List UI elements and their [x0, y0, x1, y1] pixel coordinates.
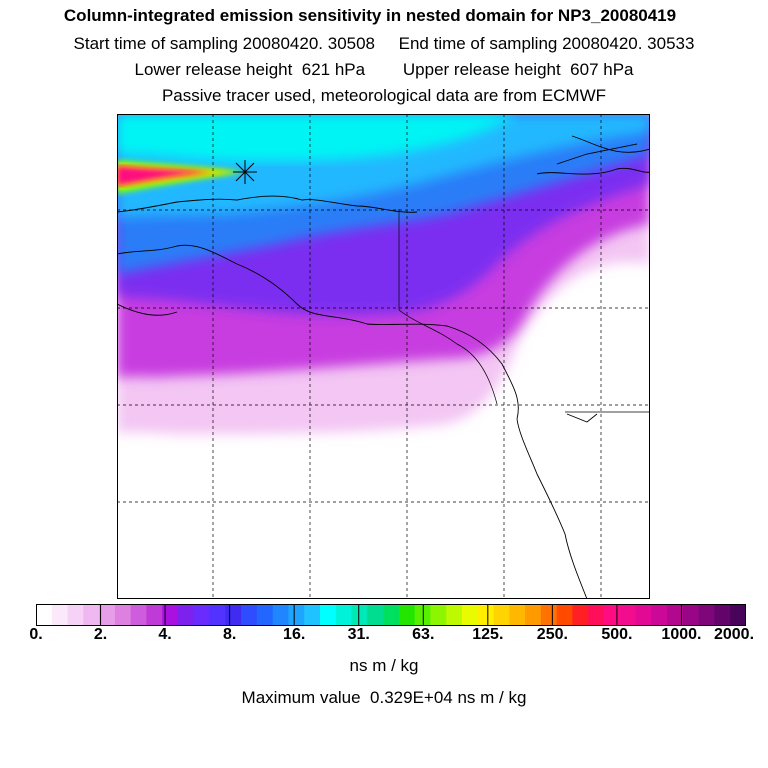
colorbar-swatch	[335, 604, 353, 626]
colorbar-swatch	[178, 604, 195, 626]
colorbar-swatch	[256, 604, 274, 626]
colorbar-swatch	[730, 604, 746, 626]
maximum-value-label: Maximum value 0.329E+04 ns m / kg	[241, 688, 527, 707]
colorbar-tick-label: 500.	[601, 626, 633, 643]
colorbar-swatch	[193, 604, 211, 626]
colorbar-tick-label: 1000.	[661, 626, 702, 643]
plot-title: Column-integrated emission sensitivity i…	[63, 6, 677, 25]
colorbar-swatch	[714, 604, 731, 626]
colorbar-tick-label: 8.	[222, 626, 237, 643]
star-icon	[233, 160, 257, 184]
colorbar-swatch	[398, 604, 416, 626]
colorbar-swatch	[556, 604, 574, 626]
colorbar-swatch	[446, 604, 463, 626]
colorbar-swatch	[99, 604, 116, 626]
release-height-line: Lower release height 621 hPa Upper relea…	[134, 60, 634, 79]
colorbar-tick-labels: 0. 2. 4. 8. 16. 31. 63. 125. 250. 500. 1000. 2000.	[0, 626, 768, 650]
colorbar-swatch	[509, 604, 526, 626]
colorbar	[36, 604, 746, 626]
colorbar-swatch	[493, 604, 510, 626]
colorbar-swatch	[146, 604, 163, 626]
colorbar-swatch	[209, 604, 226, 626]
colorbar-tick-label: 125.	[472, 626, 504, 643]
colorbar-swatch	[367, 604, 384, 626]
colorbar-swatch	[272, 604, 290, 626]
colorbar-swatch	[588, 604, 605, 626]
colorbar-swatch	[619, 604, 637, 626]
colorbar-swatch	[667, 604, 684, 626]
colorbar-tick-label: 31.	[347, 626, 370, 643]
colorbar-swatch	[304, 604, 321, 626]
colorbar-tick-label: 4.	[158, 626, 172, 643]
colorbar-tick-label: 250.	[536, 626, 568, 643]
colorbar-swatch	[635, 604, 652, 626]
boundaries	[398, 209, 650, 413]
colorbar-swatch	[225, 604, 242, 626]
colorbar-swatch	[651, 604, 668, 626]
colorbar-tick-label: 2.	[93, 626, 108, 643]
emission-sensitivity-map	[117, 114, 650, 599]
graticule	[117, 114, 650, 599]
colorbar-swatch	[430, 604, 447, 626]
colorbar-swatch	[604, 604, 621, 626]
colorbar-swatch	[67, 604, 84, 626]
colorbar-swatch	[130, 604, 148, 626]
colorbar-tick-label: 63.	[412, 626, 435, 643]
colorbar-frame	[36, 604, 746, 626]
colorbar-swatch	[682, 604, 700, 626]
colorbar-swatch	[36, 604, 53, 626]
colorbar-swatch	[383, 604, 400, 626]
colorbar-units-label: ns m / kg	[349, 656, 419, 675]
colorbar-swatch	[320, 604, 337, 626]
colorbar-swatch	[51, 604, 69, 626]
colorbar-swatch	[525, 604, 542, 626]
colorbar-tick-label: 0.	[29, 626, 43, 643]
colorbar-swatch	[698, 604, 716, 626]
tracer-info-line: Passive tracer used, meteorological data…	[161, 86, 607, 105]
coastlines	[117, 135, 650, 599]
colorbar-swatch	[83, 604, 100, 626]
colorbar-tick-label: 16.	[283, 626, 306, 643]
colorbar-swatch	[241, 604, 258, 626]
colorbar-swatch	[288, 604, 305, 626]
colorbar-tick-label: 2000.	[713, 626, 755, 643]
colorbar-swatch	[477, 604, 495, 626]
colorbar-swatch	[572, 604, 589, 626]
sampling-time-line: Start time of sampling 20080420. 30508 E…	[73, 34, 695, 53]
colorbar-swatch	[351, 604, 368, 626]
colorbar-swatch	[540, 604, 558, 626]
colorbar-swatch	[162, 604, 179, 626]
colorbar-swatch	[114, 604, 132, 626]
colorbar-swatch	[462, 604, 479, 626]
